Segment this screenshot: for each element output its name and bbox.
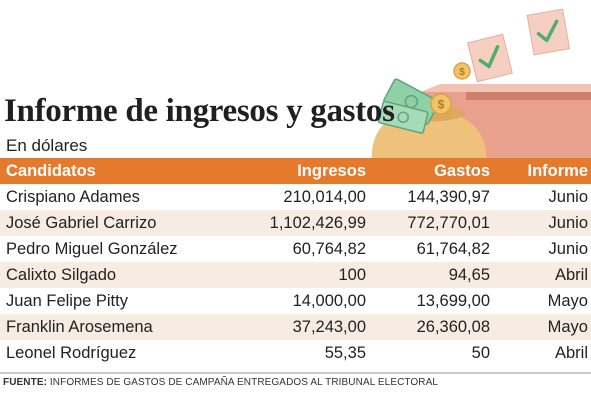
header-candidatos: Candidatos [6,161,96,180]
informe-value: Mayo [547,291,588,310]
table-row: José Gabriel Carrizo 1,102,426,99 772,77… [0,210,591,236]
informe-value: Junio [548,213,588,232]
gastos-value: 26,360,08 [416,317,490,336]
ingresos-value: 14,000,00 [292,291,366,310]
chart-title: Informe de ingresos y gastos [4,93,395,129]
banknote-icon [377,78,440,134]
candidate-name: Juan Felipe Pitty [6,291,128,310]
data-table: Candidatos Ingresos Gastos Informe Crisp… [0,158,591,366]
candidate-name: Pedro Miguel González [6,239,178,258]
source-footer: FUENTE: INFORMES DE GASTOS DE CAMPAÑA EN… [3,377,438,388]
candidate-name: Crispiano Adames [6,187,140,206]
header-informe: Informe [527,161,588,180]
source-text: INFORMES DE GASTOS DE CAMPAÑA ENTREGADOS… [49,377,439,388]
candidate-name: José Gabriel Carrizo [6,213,157,232]
header-gastos: Gastos [434,161,490,180]
ingresos-value: 210,014,00 [283,187,366,206]
source-label: FUENTE: [3,377,48,388]
table-row: Franklin Arosemena 37,243,00 26,360,08 M… [0,314,591,340]
table-row: Pedro Miguel González 60,764,82 61,764,8… [0,236,591,262]
checkmark-ballot-icon [467,8,571,83]
informe-value: Junio [548,187,588,206]
informe-value: Abril [554,343,588,362]
svg-text:$: $ [438,98,445,112]
gastos-value: 50 [471,343,490,362]
svg-text:$: $ [459,67,465,78]
footer-divider [0,372,591,374]
informe-value: Mayo [547,317,588,336]
candidate-name: Leonel Rodríguez [6,343,137,362]
ingresos-value: 60,764,82 [292,239,366,258]
header-ingresos: Ingresos [297,161,366,180]
table-row: Calixto Silgado 100 94,65 Abril [0,262,591,288]
ingresos-value: 1,102,426,99 [269,213,366,232]
illustration: $ $ [371,8,591,160]
table-row: Juan Felipe Pitty 14,000,00 13,699,00 Ma… [0,288,591,314]
candidate-name: Franklin Arosemena [6,317,153,336]
table-row: Crispiano Adames 210,014,00 144,390,97 J… [0,184,591,210]
gastos-value: 13,699,00 [416,291,490,310]
ingresos-value: 55,35 [324,343,366,362]
candidate-name: Calixto Silgado [6,265,117,284]
chart-subtitle: En dólares [6,136,88,155]
gastos-value: 61,764,82 [416,239,490,258]
gastos-value: 94,65 [448,265,490,284]
ingresos-value: 37,243,00 [292,317,366,336]
table-row: Leonel Rodríguez 55,35 50 Abril [0,340,591,366]
gastos-value: 772,770,01 [407,213,490,232]
coin-icon: $ $ [430,62,471,115]
informe-value: Junio [548,239,588,258]
ingresos-value: 100 [338,265,366,284]
gastos-value: 144,390,97 [407,187,490,206]
informe-value: Abril [554,265,588,284]
table-header-row: Candidatos Ingresos Gastos Informe [0,158,591,184]
